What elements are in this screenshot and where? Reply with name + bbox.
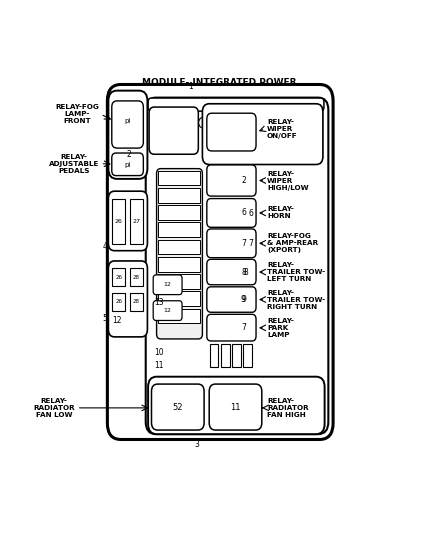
FancyBboxPatch shape [207,165,256,196]
Text: 8: 8 [243,268,248,277]
FancyBboxPatch shape [207,229,256,257]
Text: 9: 9 [241,295,246,304]
Text: 26: 26 [115,275,122,280]
Text: RELAY-
WIPER
HIGH/LOW: RELAY- WIPER HIGH/LOW [267,171,308,190]
Text: 2: 2 [241,176,246,185]
FancyBboxPatch shape [207,199,256,227]
FancyBboxPatch shape [202,104,323,165]
Text: RELAY-
PARK
LAMP: RELAY- PARK LAMP [267,318,294,338]
Text: 6: 6 [248,209,254,218]
Bar [158,240,200,254]
Text: RELAY-
TRAILER TOW-
LEFT TURN: RELAY- TRAILER TOW- LEFT TURN [267,262,325,282]
FancyBboxPatch shape [112,101,143,148]
Text: pi: pi [124,118,131,124]
FancyBboxPatch shape [146,98,328,434]
Bar [130,268,143,286]
Circle shape [199,117,208,128]
Bar [158,205,200,220]
Text: RELAY-
RADIATOR
FAN HIGH: RELAY- RADIATOR FAN HIGH [267,398,308,418]
Text: 12: 12 [164,282,172,287]
Text: 10: 10 [155,348,164,357]
Bar [158,222,200,237]
FancyBboxPatch shape [153,301,182,320]
FancyBboxPatch shape [148,377,325,434]
Text: 28: 28 [133,300,140,304]
FancyBboxPatch shape [207,287,256,312]
Text: MODULE- INTEGRATED POWER: MODULE- INTEGRATED POWER [142,78,297,87]
FancyBboxPatch shape [207,314,256,341]
FancyBboxPatch shape [148,98,324,111]
FancyBboxPatch shape [114,156,141,174]
Bar [130,199,143,244]
Text: 1: 1 [188,82,193,91]
Bar [158,171,200,185]
Text: 8: 8 [241,268,246,277]
Text: pi: pi [124,161,131,167]
Text: RELAY-FOG
LAMP-
FRONT: RELAY-FOG LAMP- FRONT [55,104,99,124]
Text: 6: 6 [241,208,246,217]
Bar [210,344,219,367]
Text: 52: 52 [173,402,183,411]
Text: 9: 9 [241,295,246,304]
FancyBboxPatch shape [153,275,182,295]
Text: 11: 11 [155,361,164,370]
Text: 7: 7 [241,323,246,332]
Text: RELAY-FOG
& AMP-REAR
(XPORT): RELAY-FOG & AMP-REAR (XPORT) [267,233,318,253]
Text: 26: 26 [115,219,123,224]
Text: 26: 26 [115,300,122,304]
Text: 13: 13 [155,298,164,308]
Bar [244,344,252,367]
FancyBboxPatch shape [149,107,198,154]
Bar [158,274,200,289]
FancyBboxPatch shape [209,384,262,430]
FancyBboxPatch shape [114,106,141,136]
FancyBboxPatch shape [207,260,256,285]
Bar [113,293,125,311]
FancyBboxPatch shape [112,153,143,175]
Text: RELAY-
WIPER
ON/OFF: RELAY- WIPER ON/OFF [267,119,297,139]
Text: 3: 3 [195,440,200,449]
Bar [158,292,200,306]
Text: RELAY-
ADJUSTABLE
PEDALS: RELAY- ADJUSTABLE PEDALS [49,154,99,174]
Bar [158,309,200,324]
Bar [232,344,241,367]
FancyBboxPatch shape [152,384,204,430]
Text: 12: 12 [164,308,172,313]
Text: 12: 12 [112,316,121,325]
Text: 5: 5 [102,314,107,323]
FancyBboxPatch shape [108,261,148,337]
Bar [158,257,200,272]
Text: RELAY-
RADIATOR
FAN LOW: RELAY- RADIATOR FAN LOW [33,398,75,418]
Bar [130,293,143,311]
Bar [113,268,125,286]
FancyBboxPatch shape [108,191,148,251]
Text: 11: 11 [230,402,241,411]
FancyBboxPatch shape [107,84,333,440]
FancyBboxPatch shape [156,168,202,339]
Bar [113,199,125,244]
Text: 4: 4 [102,242,107,251]
Text: 7: 7 [248,239,254,248]
Text: 27: 27 [132,219,140,224]
Text: RELAY-
HORN: RELAY- HORN [267,206,294,220]
FancyBboxPatch shape [207,113,256,151]
Text: 28: 28 [133,275,140,280]
Bar [221,344,230,367]
Text: RELAY-
TRAILER TOW-
RIGHT TURN: RELAY- TRAILER TOW- RIGHT TURN [267,289,325,310]
Text: 2: 2 [127,150,131,159]
FancyBboxPatch shape [108,91,148,179]
Bar [158,188,200,203]
Text: 7: 7 [241,239,246,248]
